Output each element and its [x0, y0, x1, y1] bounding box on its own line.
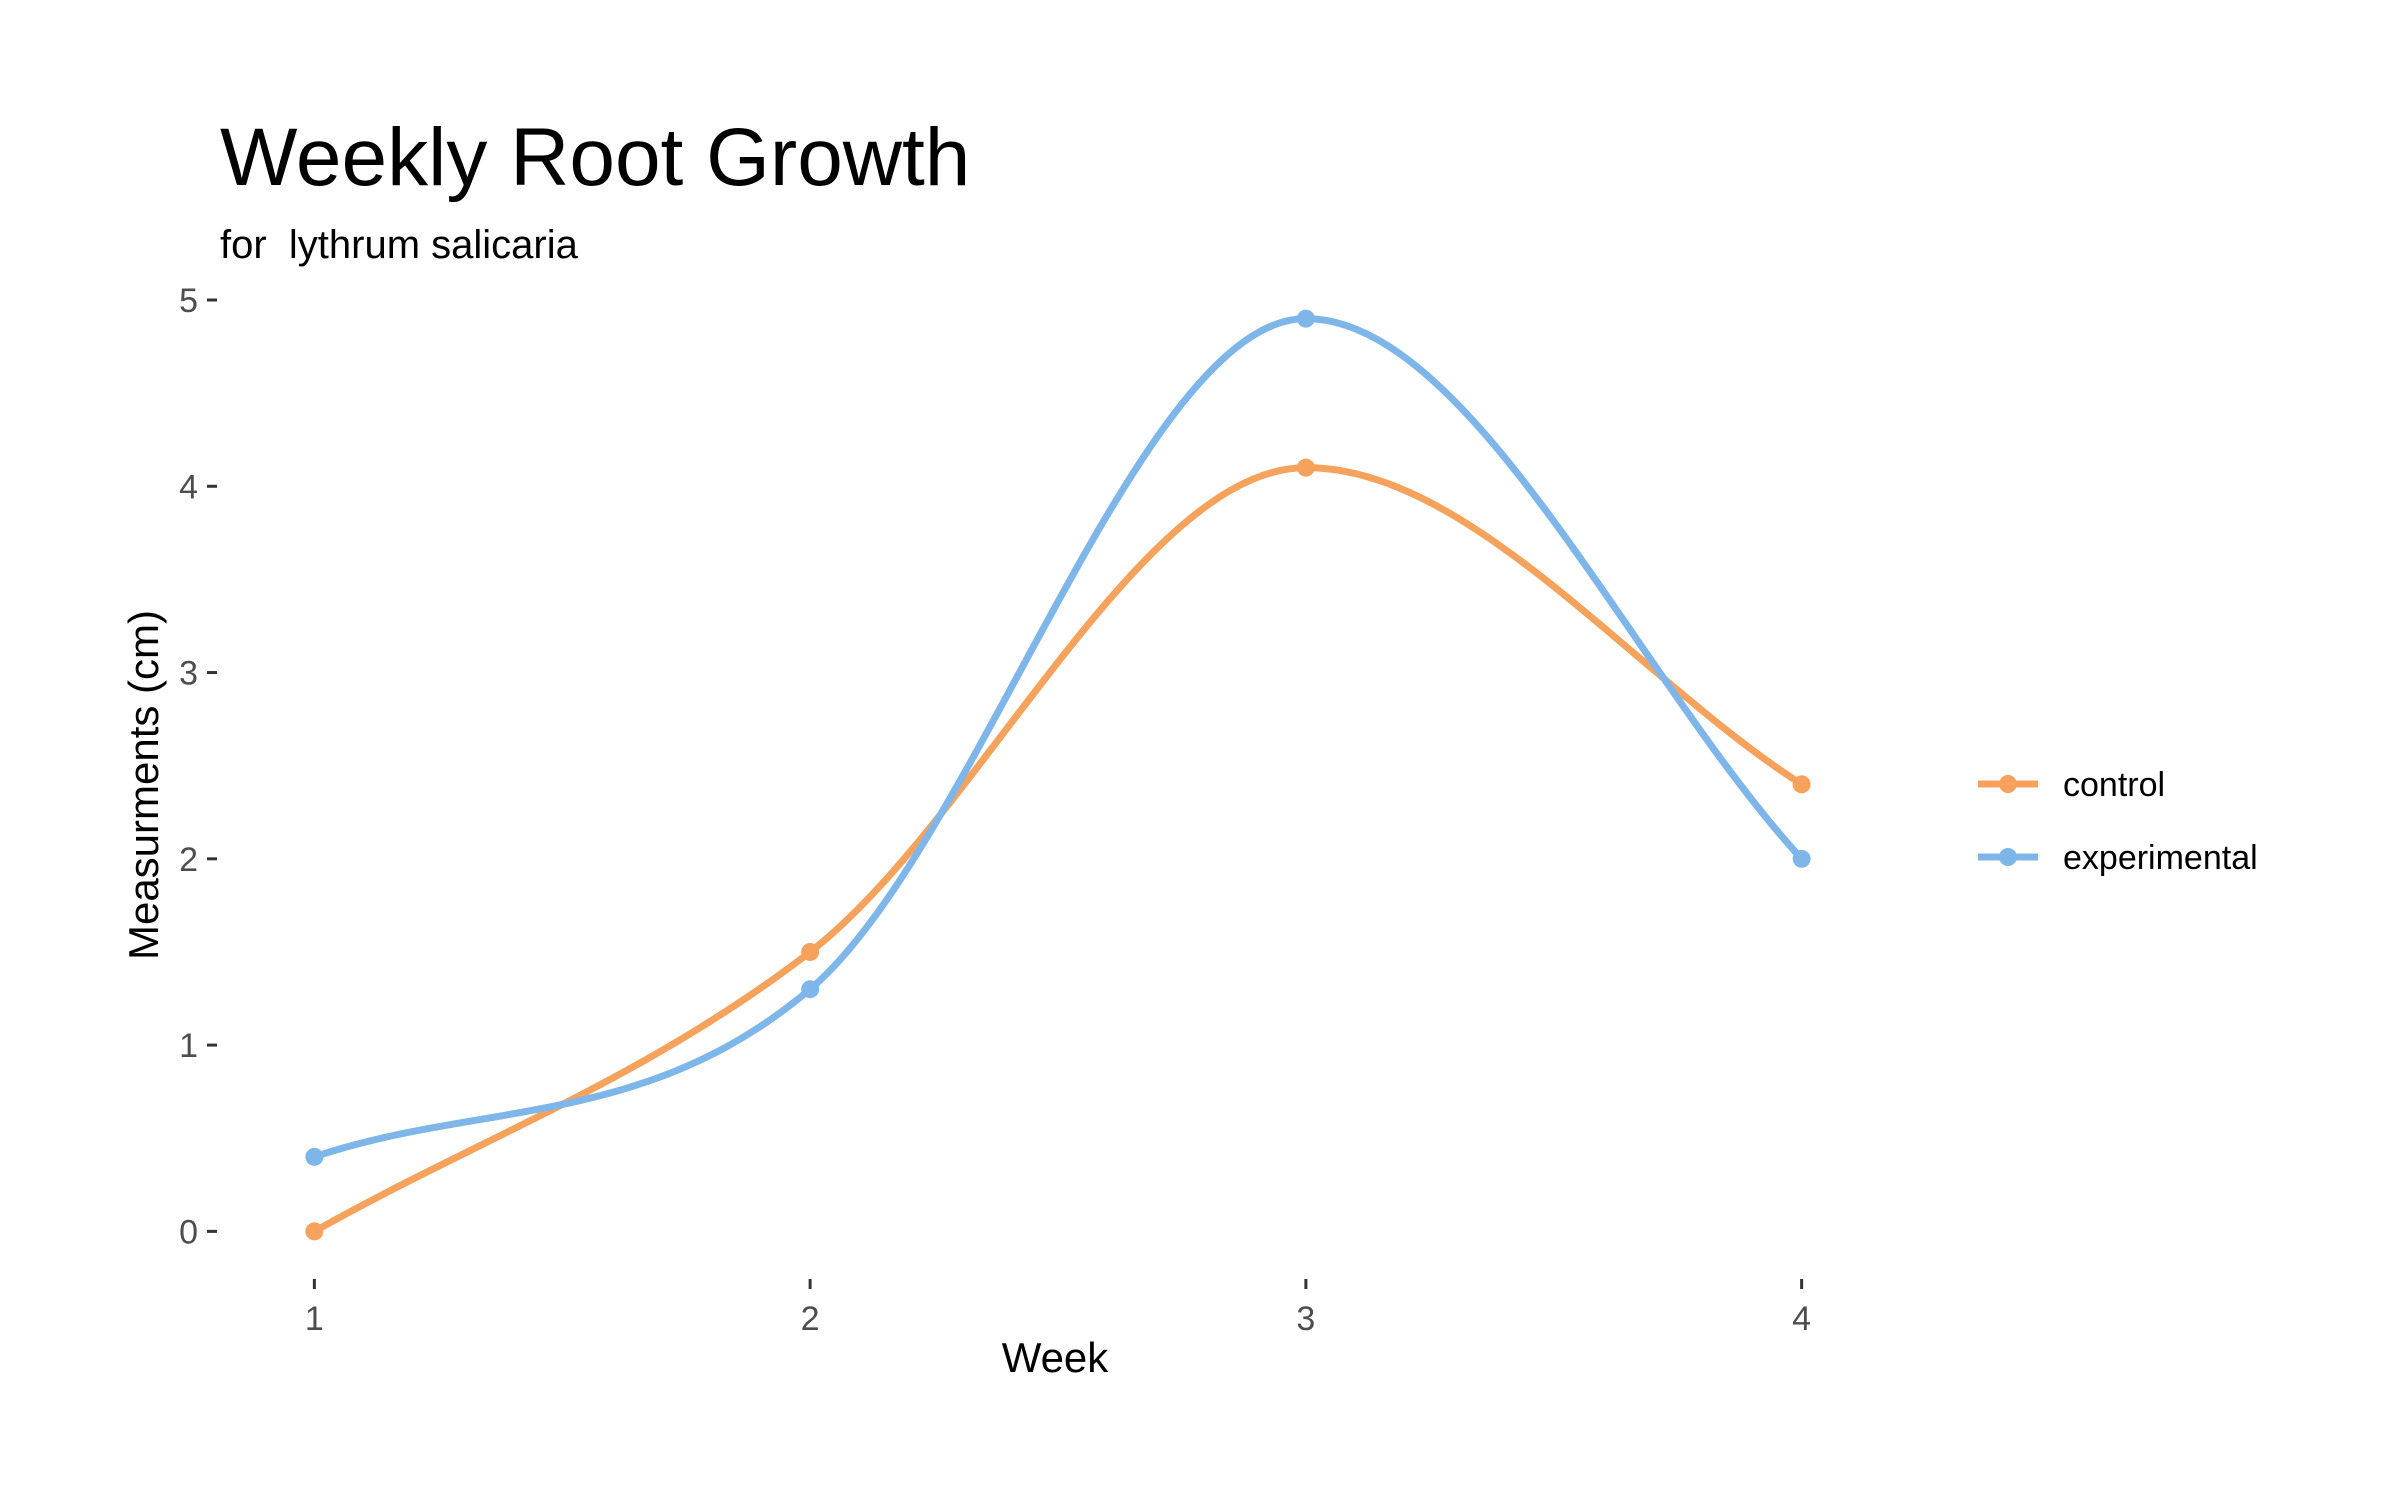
legend-key-point — [1999, 775, 2017, 793]
data-point-control — [1792, 775, 1811, 794]
y-tick-label: 0 — [179, 1213, 198, 1251]
data-point-control — [1296, 458, 1315, 477]
x-axis: 1 2 3 4 — [305, 1279, 1811, 1338]
legend-item-experimental: experimental — [1978, 839, 2258, 877]
y-tick-label: 1 — [179, 1027, 198, 1065]
legend-key-point — [1999, 848, 2017, 866]
y-tick-label: 3 — [179, 655, 198, 693]
data-point-experimental — [1792, 849, 1811, 868]
legend-label: control — [2063, 766, 2165, 804]
data-point-experimental — [801, 980, 820, 999]
series-line-experimental — [310, 315, 1806, 1161]
series-control — [305, 458, 1811, 1241]
chart-title: Weekly Root Growth — [220, 112, 970, 203]
data-point-experimental — [305, 1147, 324, 1166]
series-line-control — [310, 464, 1806, 1235]
x-tick-label: 2 — [801, 1300, 820, 1338]
y-axis-title: Measurments (cm) — [120, 610, 167, 960]
data-point-control — [305, 1222, 324, 1241]
x-tick-label: 4 — [1792, 1300, 1811, 1338]
legend: control experimental — [1978, 766, 2258, 877]
legend-item-control: control — [1978, 766, 2165, 804]
y-tick-label: 2 — [179, 841, 198, 879]
x-tick-label: 3 — [1296, 1300, 1315, 1338]
legend-label: experimental — [2063, 839, 2258, 877]
y-tick-label: 5 — [179, 282, 198, 320]
y-tick-label: 4 — [179, 468, 198, 506]
data-point-experimental — [1296, 309, 1315, 328]
x-axis-title: Week — [1002, 1334, 1110, 1381]
series-layer — [305, 309, 1811, 1241]
y-axis: 0 1 2 3 4 5 — [179, 282, 217, 1251]
data-point-control — [801, 942, 820, 961]
x-tick-label: 1 — [305, 1300, 324, 1338]
series-experimental — [305, 309, 1811, 1166]
chart-subtitle: for lythrum salicaria — [220, 223, 579, 267]
